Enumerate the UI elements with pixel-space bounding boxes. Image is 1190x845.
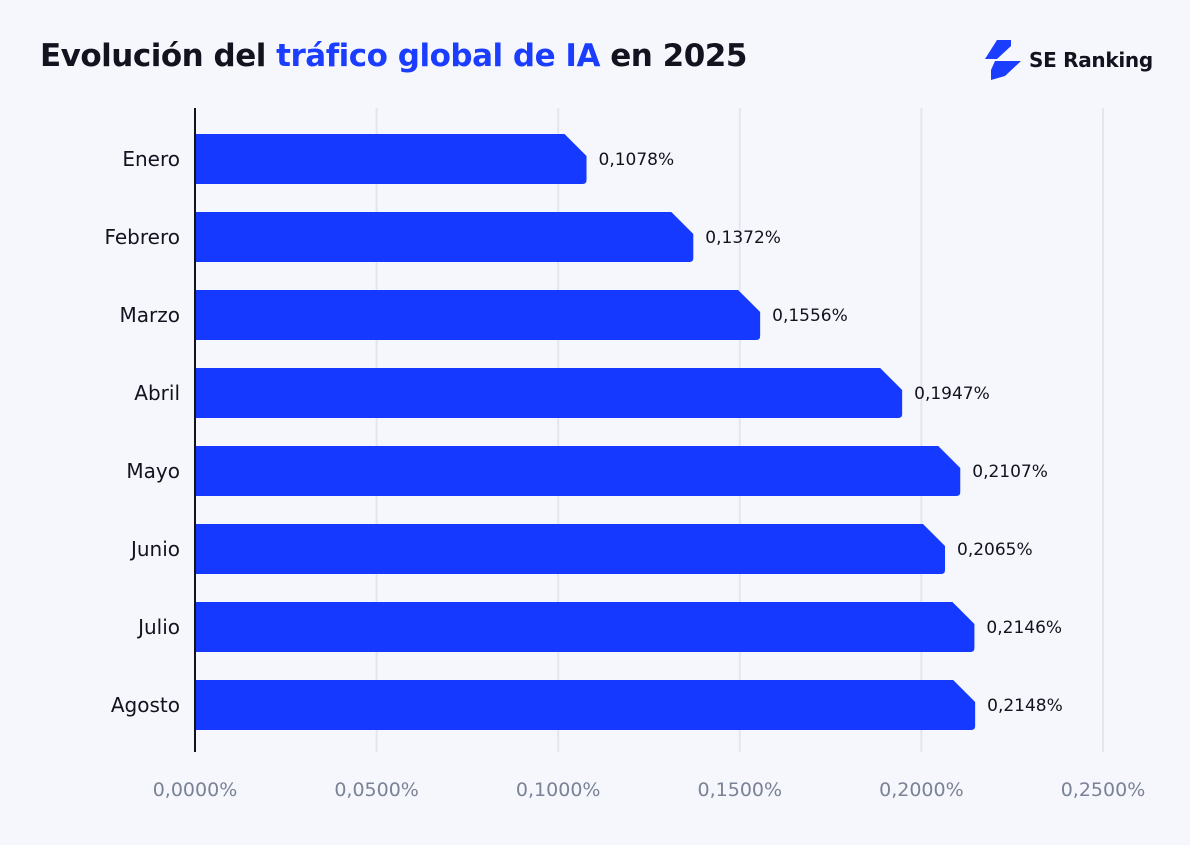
category-label: Abril <box>134 381 180 405</box>
value-label: 0,2065% <box>957 540 1033 560</box>
category-label: Marzo <box>120 303 180 327</box>
value-label: 0,1372% <box>705 228 781 248</box>
bar-mayo <box>195 446 961 496</box>
bar-julio <box>195 602 975 652</box>
title-suffix: en 2025 <box>599 38 747 74</box>
category-label: Enero <box>122 147 180 171</box>
value-label: 0,1947% <box>914 384 990 404</box>
se-ranking-logo-icon <box>985 40 1021 80</box>
bar-abril <box>195 368 903 418</box>
x-tick-label: 0,2500% <box>1061 779 1146 801</box>
value-label: 0,1556% <box>772 306 848 326</box>
category-label: Agosto <box>111 693 180 717</box>
bar-marzo <box>195 290 761 340</box>
chart-title: Evolución del tráfico global de IA en 20… <box>40 38 747 74</box>
category-label: Febrero <box>104 225 180 249</box>
value-label: 0,2146% <box>986 618 1062 638</box>
category-label: Junio <box>129 537 180 561</box>
x-tick-label: 0,1500% <box>698 779 783 801</box>
x-tick-label: 0,0000% <box>153 779 238 801</box>
value-label: 0,1078% <box>599 150 675 170</box>
category-label: Mayo <box>126 459 180 483</box>
category-label: Julio <box>136 615 180 639</box>
title-prefix: Evolución del <box>40 38 277 74</box>
x-tick-label: 0,2000% <box>879 779 964 801</box>
bar-agosto <box>195 680 976 730</box>
bar-junio <box>195 524 946 574</box>
x-tick-label: 0,0500% <box>334 779 419 801</box>
value-label: 0,2107% <box>972 462 1048 482</box>
brand-logo: SE Ranking <box>985 40 1153 80</box>
value-label: 0,2148% <box>987 696 1063 716</box>
brand-name: SE Ranking <box>1029 48 1153 72</box>
x-tick-label: 0,1000% <box>516 779 601 801</box>
bar-febrero <box>195 212 694 262</box>
bar-enero <box>195 134 587 184</box>
title-highlight: tráfico global de IA <box>276 38 600 74</box>
